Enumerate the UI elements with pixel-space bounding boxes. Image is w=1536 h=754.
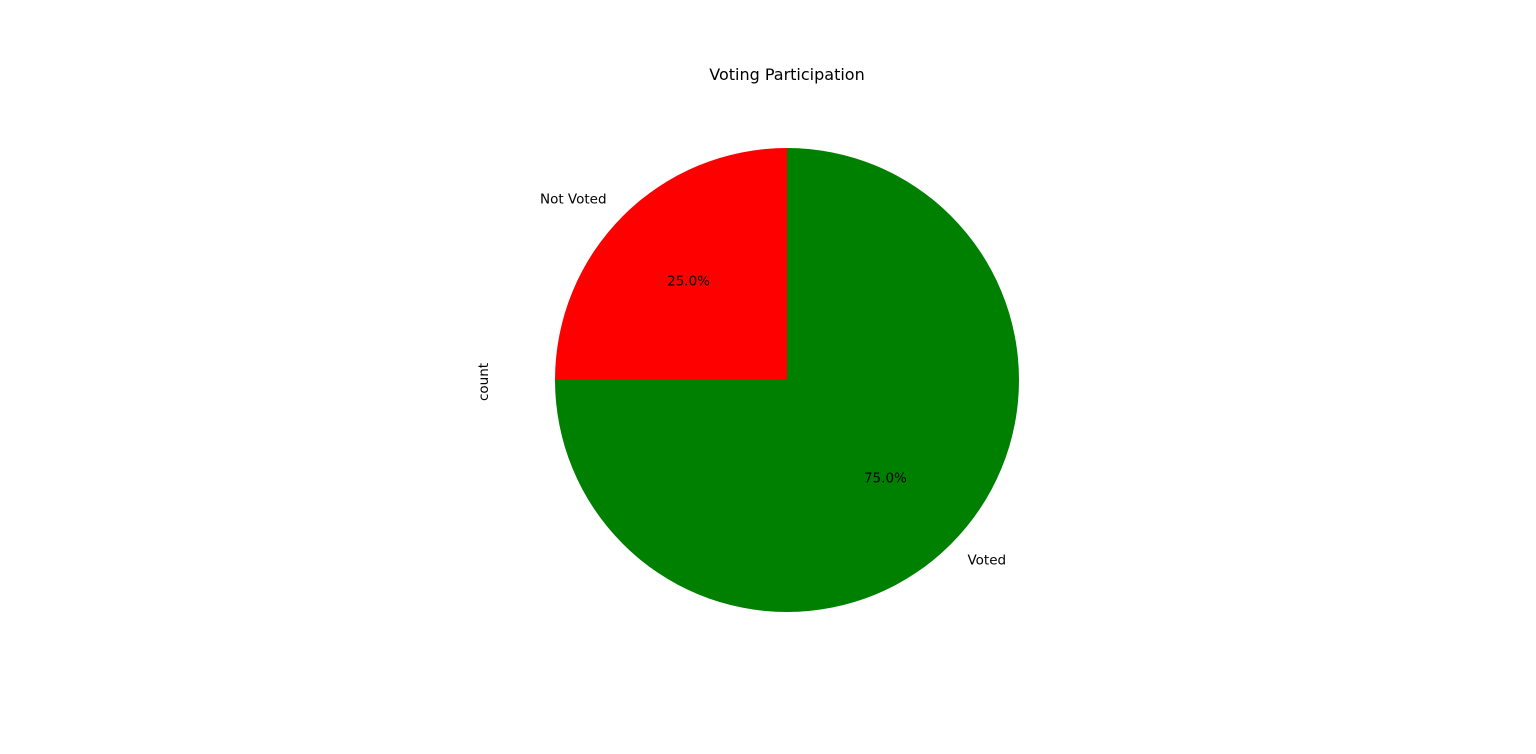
pie-pct-label-voted: 75.0% bbox=[864, 470, 907, 486]
pie-label-voted: Voted bbox=[967, 552, 1006, 568]
pie-slice-voted bbox=[555, 148, 1019, 612]
chart-title: Voting Participation bbox=[709, 65, 865, 84]
pie-label-not-voted: Not Voted bbox=[540, 192, 607, 208]
pie-pct-label-not-voted: 25.0% bbox=[667, 274, 710, 290]
pie-slice-not-voted bbox=[555, 148, 787, 380]
